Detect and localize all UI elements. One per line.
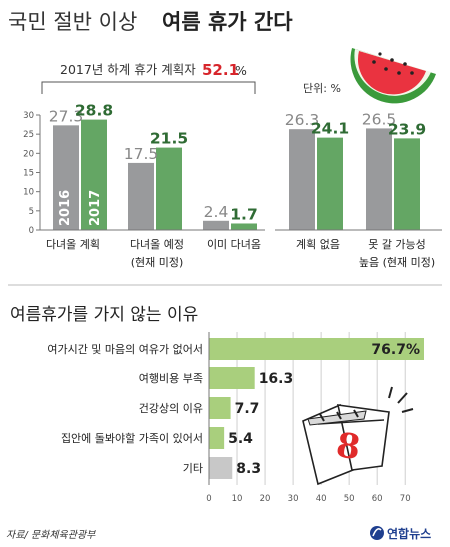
y-tick-label: 30 xyxy=(23,111,34,121)
plan-label: 2017년 하계 휴가 계획자 xyxy=(60,62,196,77)
y-tick-label: 0 xyxy=(29,226,34,236)
y-tick-label: 25 xyxy=(23,130,34,140)
reason-value: 16.3 xyxy=(259,371,294,387)
cat5-label: 못 갈 가능성 xyxy=(368,237,426,251)
chart1-bar-2017 xyxy=(81,119,107,230)
reason-label: 건강상의 이유 xyxy=(139,402,203,415)
unit-label: 단위: % xyxy=(303,82,341,95)
section2-title: 여름휴가를 가지 않는 이유 xyxy=(10,305,198,325)
reason-value: 76.7% xyxy=(371,342,420,358)
x-tick-label: 50 xyxy=(344,494,355,504)
plan-unit: % xyxy=(235,63,247,78)
chart2-bar-2017 xyxy=(317,137,343,230)
chart1-value-2017: 21.5 xyxy=(150,130,188,148)
chart1-bar-2016 xyxy=(128,162,154,230)
legend-2016: 2016 xyxy=(58,190,73,226)
cat3-label: 이미 다녀옴 xyxy=(207,238,261,251)
chart1-value-2017: 1.7 xyxy=(230,205,257,223)
x-tick-label: 20 xyxy=(260,494,271,504)
x-tick-label: 70 xyxy=(400,494,411,504)
chart1-bars: 27.328.8 17.521.5 2.4 1.7 xyxy=(49,102,258,230)
reason-label: 집안에 돌봐야할 가족이 있어서 xyxy=(61,432,203,445)
reason-bar xyxy=(209,457,233,479)
reason-bar xyxy=(209,367,255,389)
chart2-value-2017: 24.1 xyxy=(311,120,349,138)
plan-value: 52.1 xyxy=(202,61,239,79)
y-tick-label: 5 xyxy=(29,207,34,217)
chart3-bars: 여가시간 및 마음의 여유가 없어서 76.7% 여행비용 부족 16.3 건강상의 이… xyxy=(47,338,424,479)
chart1-bar-2017 xyxy=(231,223,257,230)
chart2-bars: 26.324.1 26.523.9 xyxy=(285,110,426,230)
chart2-value-2017: 23.9 xyxy=(388,120,426,138)
chart2-value-2016: 26.5 xyxy=(362,110,397,128)
chart1-bar-2016 xyxy=(203,220,229,230)
source-label: 자료/ 문화체육관광부 xyxy=(6,529,96,541)
cat4-label: 계획 없음 xyxy=(296,238,340,251)
yonhap-logo: 연합뉴스 xyxy=(370,526,431,541)
x-tick-label: 40 xyxy=(316,494,327,504)
title-bold: 여름 휴가 간다 xyxy=(162,10,293,34)
x-tick-label: 10 xyxy=(232,494,243,504)
x-tick-label: 60 xyxy=(372,494,383,504)
y-tick-label: 20 xyxy=(23,149,34,159)
chart2-bar-2016 xyxy=(366,128,392,230)
chart1-value-2016: 2.4 xyxy=(204,203,229,221)
chart1-value-2017: 28.8 xyxy=(75,102,113,120)
cat2-label: 다녀올 예정 xyxy=(130,238,184,251)
reason-value: 7.7 xyxy=(235,401,260,417)
chart1-bar-2017 xyxy=(156,147,182,230)
chart2-bar-2017 xyxy=(394,138,420,230)
logo-text: 연합뉴스 xyxy=(387,526,431,541)
cat5-sub: 높음 (현재 미정) xyxy=(359,256,435,269)
chart1-value-2016: 27.3 xyxy=(49,107,84,125)
calendar-icon: 8 xyxy=(302,386,414,486)
reason-bar xyxy=(209,338,424,360)
x-tick-label: 30 xyxy=(288,494,299,504)
svg-text:8: 8 xyxy=(334,425,363,468)
cat2-sub: (현재 미정) xyxy=(131,256,184,269)
plan-bracket xyxy=(41,81,256,94)
reason-label: 여가시간 및 마음의 여유가 없어서 xyxy=(47,343,203,356)
reason-bar xyxy=(209,427,225,449)
chart1-bar-2016 xyxy=(53,125,79,230)
watermelon-icon xyxy=(350,48,436,104)
reason-value: 8.3 xyxy=(236,461,261,477)
chart1-axes: 0 5 10 15 20 25 30 xyxy=(23,111,41,236)
legend-2017: 2017 xyxy=(88,190,103,226)
cat1-label: 다녀올 계획 xyxy=(46,238,100,251)
title-light: 국민 절반 이상 xyxy=(8,10,137,34)
x-tick-label: 0 xyxy=(206,494,211,504)
chart2-bar-2016 xyxy=(289,129,315,230)
reason-bar xyxy=(209,397,231,419)
y-tick-label: 10 xyxy=(23,188,34,198)
chart1-value-2016: 17.5 xyxy=(124,145,159,163)
reason-value: 5.4 xyxy=(228,431,253,447)
chart2-value-2016: 26.3 xyxy=(285,111,320,129)
reason-label: 기타 xyxy=(183,462,203,475)
y-tick-label: 15 xyxy=(23,169,34,179)
reason-label: 여행비용 부족 xyxy=(139,372,203,385)
